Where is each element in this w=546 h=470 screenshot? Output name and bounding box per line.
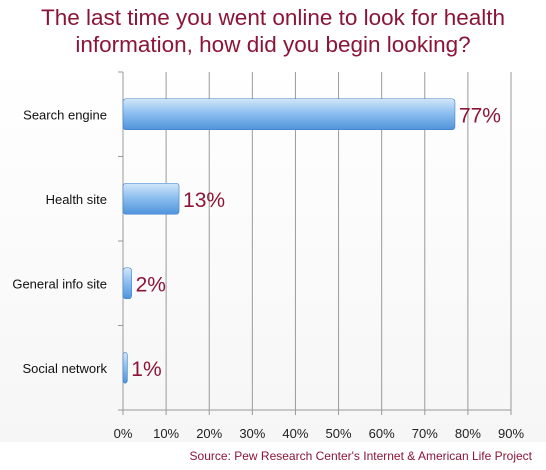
category-label: Health site — [46, 192, 107, 207]
bars — [122, 98, 456, 384]
x-tick-label: 90% — [498, 426, 524, 441]
value-labels: 77% 13% 2% 1% — [131, 104, 501, 381]
bar — [122, 182, 180, 215]
data-label: 1% — [131, 358, 161, 381]
chart-title-line-1: The last time you went online to look fo… — [40, 5, 505, 30]
data-label: 2% — [136, 273, 166, 296]
category-labels: Search engine Health site General info sit… — [12, 107, 107, 376]
x-tick-labels: 0% 10% 20% 30% 40% 50% 60% 70% 80% 90% — [114, 426, 525, 441]
chart-title: The last time you went online to look fo… — [0, 4, 546, 58]
data-label: 13% — [183, 189, 225, 212]
bar — [122, 267, 132, 300]
category-label: Social network — [22, 361, 107, 376]
x-tick-label: 10% — [153, 426, 179, 441]
x-tick-label: 40% — [282, 426, 308, 441]
category-label: General info site — [12, 276, 107, 291]
x-tick-label: 60% — [369, 426, 395, 441]
chart-title-line-2: information, how did you begin looking? — [75, 32, 471, 57]
x-tick-label: 20% — [196, 426, 222, 441]
x-tick-label: 80% — [455, 426, 481, 441]
data-label: 77% — [459, 104, 501, 127]
bar — [122, 351, 128, 384]
x-tick-label: 30% — [239, 426, 265, 441]
x-tick-label: 70% — [412, 426, 438, 441]
x-tick-label: 0% — [114, 426, 133, 441]
category-label: Search engine — [23, 107, 107, 122]
x-tick-label: 50% — [326, 426, 352, 441]
bar — [122, 98, 456, 131]
source-note: Source: Pew Research Center's Internet &… — [189, 449, 532, 463]
